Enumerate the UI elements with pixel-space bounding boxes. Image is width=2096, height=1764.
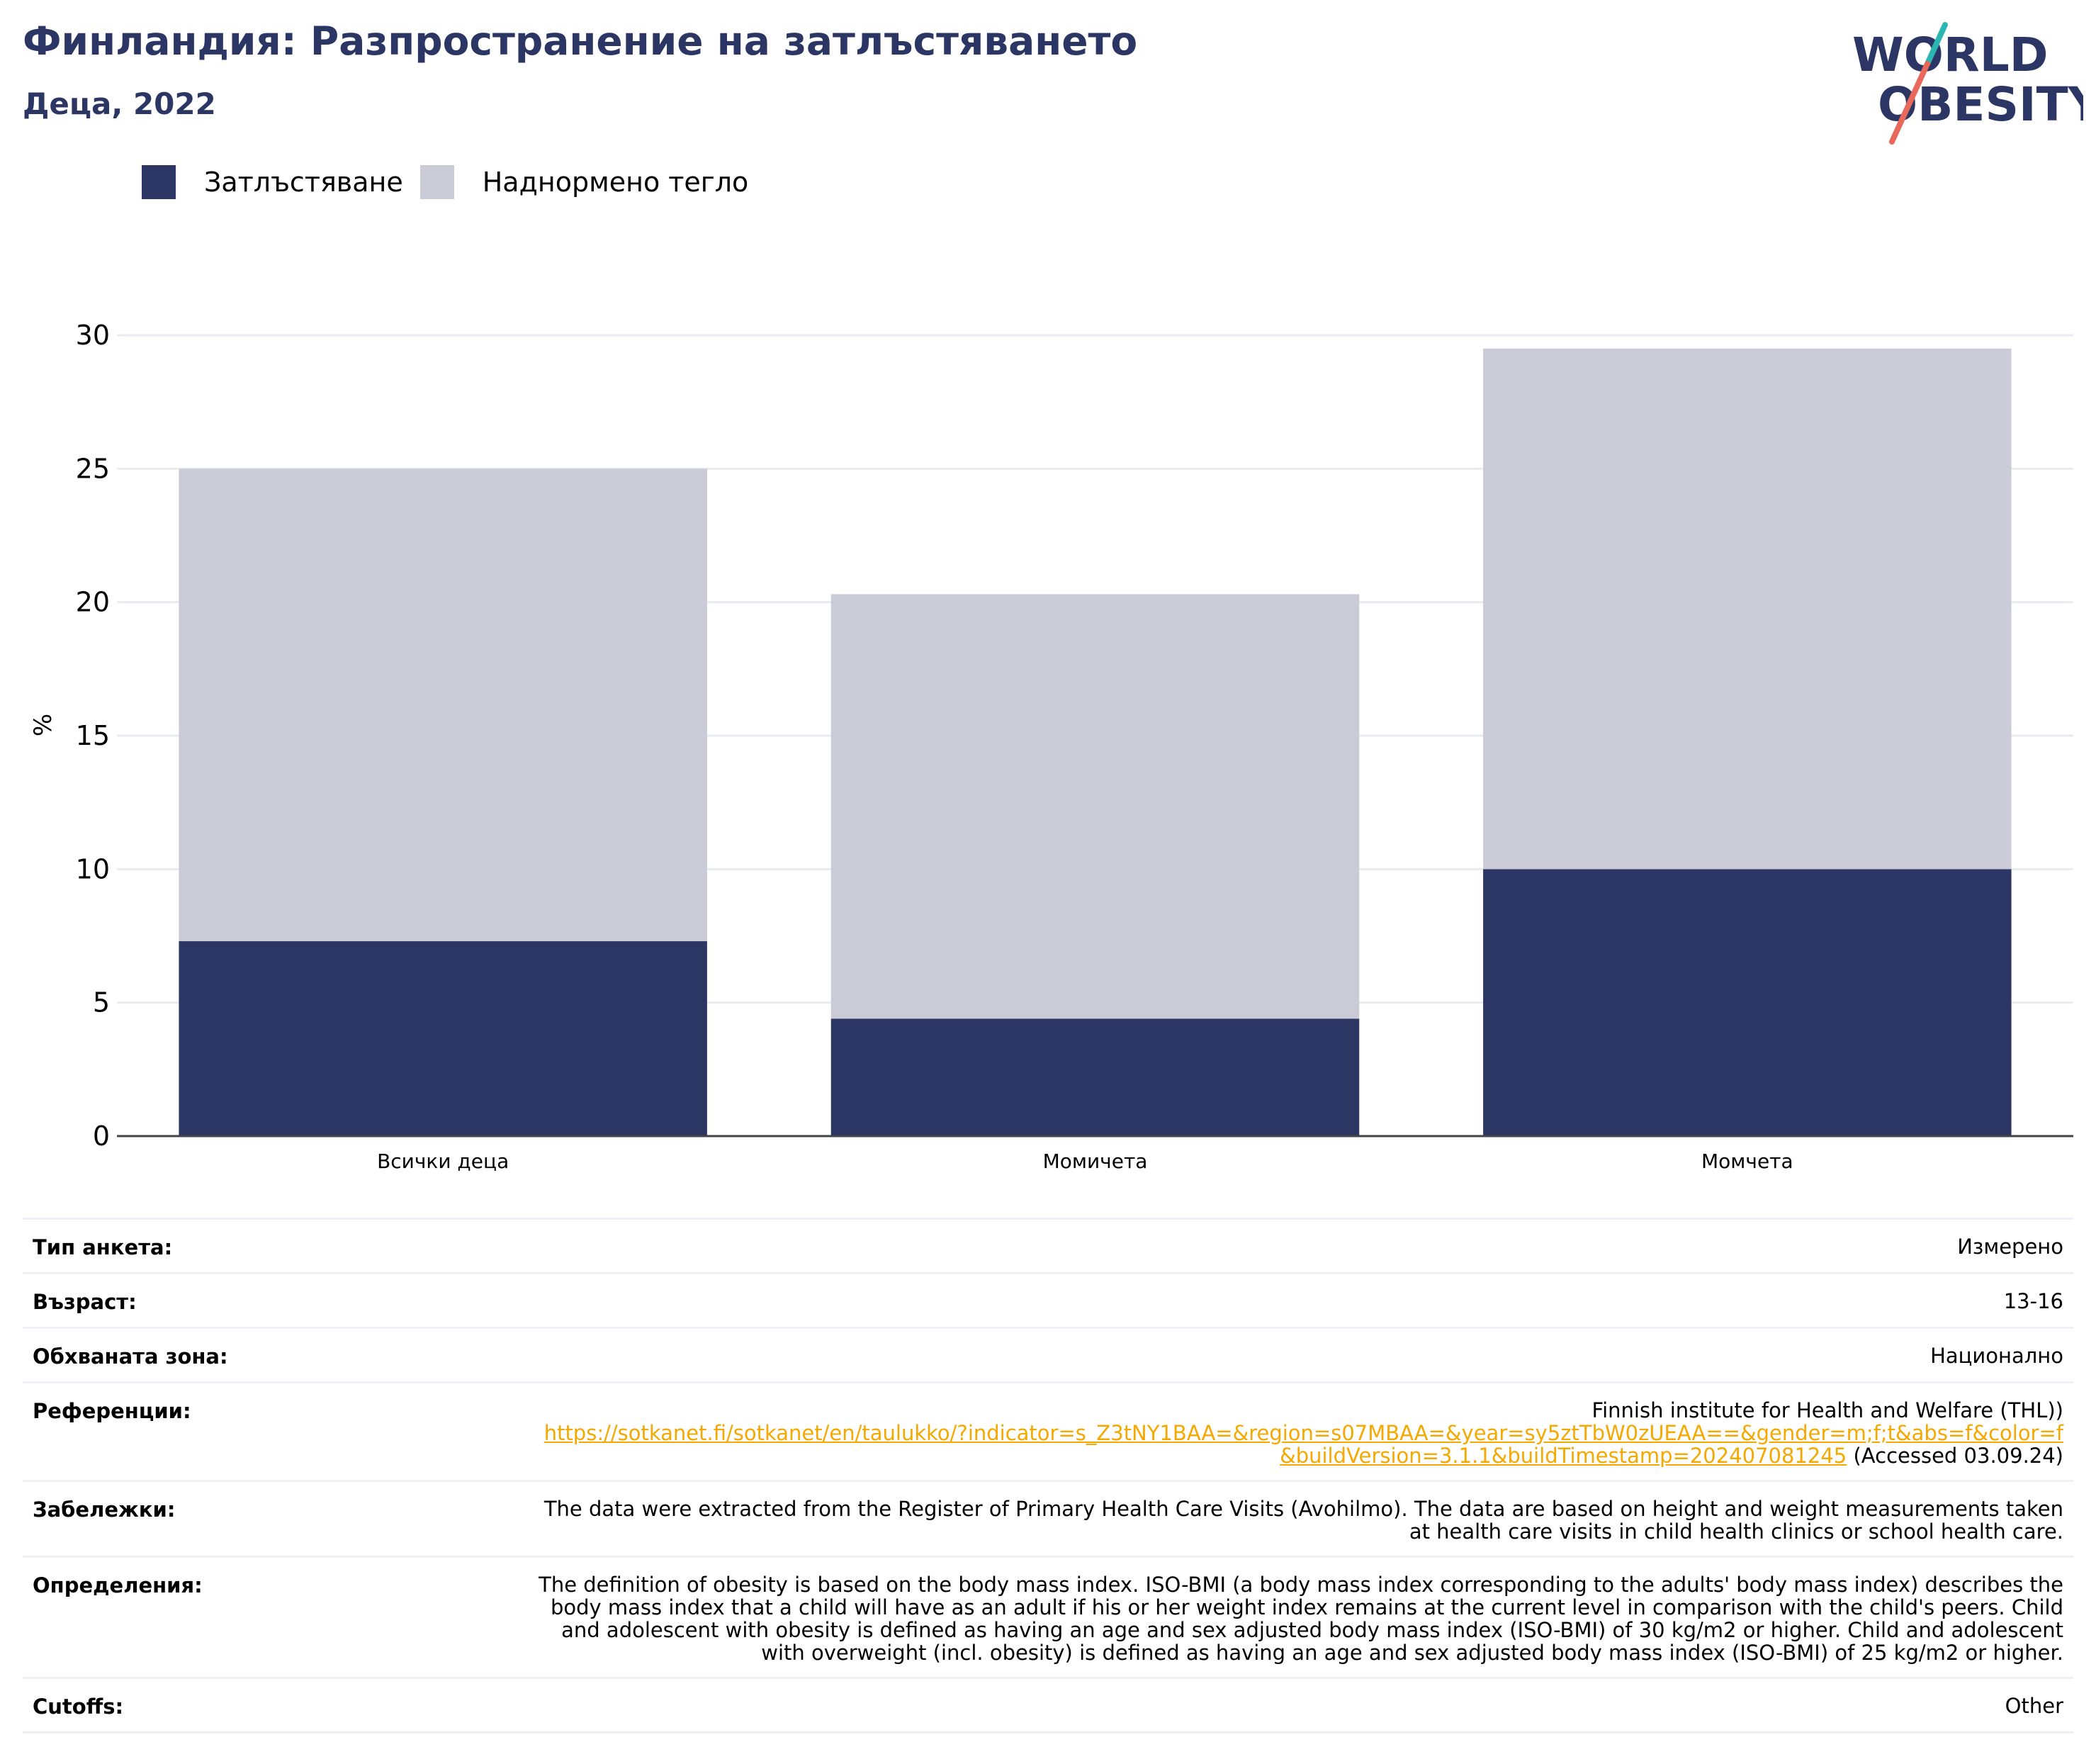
info-row: Обхваната зона: Национално <box>23 1327 2073 1381</box>
legend-swatch-overweight <box>419 165 454 199</box>
x-tick-label: Момчета <box>1701 1150 1793 1173</box>
info-value: Измерено <box>1957 1235 2063 1258</box>
legend-item-overweight: Наднормено тегло <box>419 165 749 199</box>
bar-obesity <box>1483 869 2012 1136</box>
info-value: Other <box>2005 1695 2063 1717</box>
world-obesity-logo: WORLD OBESITY <box>1852 22 2083 145</box>
info-key: Забележки: <box>33 1498 176 1522</box>
info-value-text: Национално <box>1930 1344 2063 1368</box>
y-tick-label: 15 <box>76 720 110 751</box>
logo-slash-top <box>1925 22 1948 67</box>
info-value: Finnish institute for Health and Welfare… <box>533 1399 2063 1467</box>
logo-slash-bottom <box>1889 61 1930 145</box>
legend-label-overweight: Наднормено тегло <box>482 167 749 198</box>
x-tick-label: Всички деца <box>377 1150 509 1173</box>
info-value-text: The definition of obesity is based on th… <box>539 1573 2063 1665</box>
page-subtitle: Деца, 2022 <box>23 86 216 121</box>
info-key: Референции: <box>33 1399 191 1423</box>
info-row: Възраст: 13-16 <box>23 1272 2073 1327</box>
bar-chart: 0 5 10 15 20 25 30% Всички деца Момичета Момчета <box>29 320 2073 1173</box>
info-key: Cutoffs: <box>33 1695 124 1719</box>
bar-overweight <box>1483 348 2012 870</box>
reference-accessed-date: (Accessed 03.09.24) <box>1847 1444 2063 1468</box>
y-tick-label: 10 <box>76 853 110 884</box>
legend-item-obesity: Затлъстяване <box>142 165 403 199</box>
info-row: Cutoffs: Other <box>23 1677 2073 1734</box>
info-value-text: Измерено <box>1957 1235 2063 1259</box>
info-value: The data were extracted from the Registe… <box>533 1498 2063 1543</box>
info-value-text: Finnish institute for Health and Welfare… <box>1591 1398 2063 1422</box>
reference-link[interactable]: https://sotkanet.fi/sotkanet/en/taulukko… <box>543 1421 2063 1468</box>
info-table: Тип анкета: Измерено Възраст: 13-16 Обхванат… <box>23 1218 2073 1734</box>
logo-line-1: WORLD <box>1852 28 2049 82</box>
info-row: Забележки: The data were extracted from t… <box>23 1480 2073 1556</box>
info-row: Тип анкета: Измерено <box>23 1218 2073 1272</box>
logo-line-2: OBESITY <box>1878 77 2083 132</box>
y-tick-label: 0 <box>93 1120 110 1152</box>
y-tick-label: 20 <box>76 587 110 618</box>
info-value: 13-16 <box>2004 1290 2063 1313</box>
bar-overweight <box>179 468 707 942</box>
legend-swatch-obesity <box>142 165 176 199</box>
info-key: Тип анкета: <box>33 1235 173 1259</box>
info-value-text: Other <box>2005 1694 2063 1718</box>
info-value: Национално <box>1930 1344 2063 1367</box>
info-key: Възраст: <box>33 1290 137 1314</box>
bar-obesity <box>179 941 707 1136</box>
legend-label-obesity: Затлъстяване <box>204 167 403 198</box>
info-row: Референции: Finnish institute for Health … <box>23 1381 2073 1480</box>
info-value: The definition of obesity is based on th… <box>533 1573 2063 1664</box>
info-row: Определения: The definition of obesity is… <box>23 1556 2073 1677</box>
y-tick-label: 5 <box>93 987 110 1018</box>
info-key: Определения: <box>33 1573 203 1597</box>
y-axis-label: % <box>29 714 57 736</box>
page-title: Финландия: Разпространение на затлъстява… <box>23 18 1138 64</box>
info-value-text: The data were extracted from the Registe… <box>543 1497 2063 1544</box>
bar-overweight <box>830 594 1360 1019</box>
chart-legend: Затлъстяване Наднормено тегло <box>142 164 765 200</box>
info-key: Обхваната зона: <box>33 1344 228 1369</box>
x-tick-label: Момичета <box>1043 1150 1148 1173</box>
y-tick-label: 30 <box>76 320 110 351</box>
info-value-text: 13-16 <box>2003 1289 2063 1313</box>
y-tick-label: 25 <box>76 453 110 484</box>
bar-obesity <box>830 1018 1360 1136</box>
